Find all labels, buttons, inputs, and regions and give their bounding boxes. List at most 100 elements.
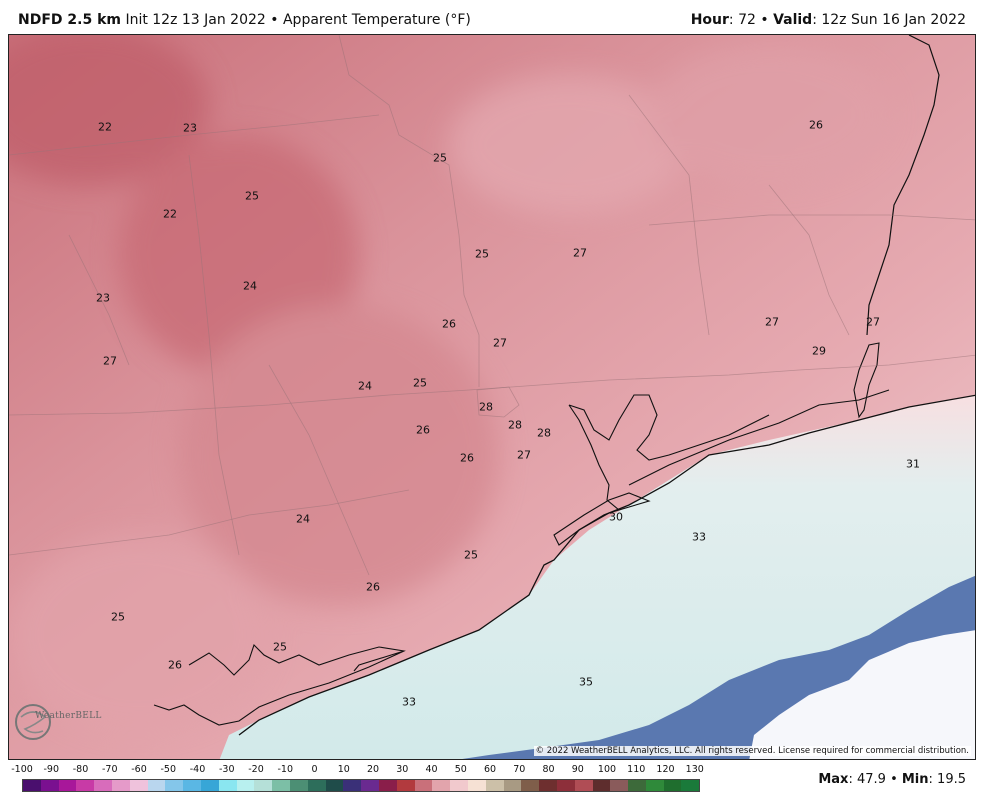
header-title: NDFD 2.5 km Init 12z 13 Jan 2022 • Appar…	[18, 12, 471, 28]
colorbar-tick-label: 20	[366, 764, 380, 775]
colorbar-tick-label: -50	[160, 764, 177, 775]
colorbar-swatch	[539, 780, 557, 791]
colorbar-swatch	[556, 780, 575, 791]
colorbar-ticks: -100 -90 -80 -70 -60 -50 -40 -30 -20 -10 0 10 20 30 40…	[0, 764, 720, 778]
temperature-value: 28	[537, 426, 551, 440]
temperature-value: 27	[765, 315, 779, 329]
temperature-value: 25	[273, 640, 287, 654]
hour-value: : 72	[728, 12, 756, 28]
colorbar-swatch	[76, 780, 95, 791]
temperature-value: 25	[464, 548, 478, 562]
colorbar-tick-label: 50	[454, 764, 467, 775]
cold-patches	[9, 35, 889, 735]
colorbar-swatch	[592, 780, 611, 791]
colorbar-tick-label: -80	[72, 764, 89, 775]
header-separator: •	[270, 12, 279, 28]
model-name: NDFD 2.5 km	[18, 12, 121, 28]
colorbar-tick-label: 70	[513, 764, 526, 775]
logo-text: WeatherBELL	[35, 711, 102, 721]
copyright-notice: © 2022 WeatherBELL Analytics, LLC. All r…	[533, 746, 971, 756]
colorbar-swatch	[467, 780, 486, 791]
valid-label: Valid	[773, 12, 813, 28]
header-separator-right: •	[760, 12, 769, 28]
colorbar-tick-label: 90	[571, 764, 584, 775]
colorbar-swatch	[396, 780, 415, 791]
colorbar-tick-label: -70	[101, 764, 118, 775]
colorbar-swatch	[307, 780, 326, 791]
colorbar-swatch	[147, 780, 166, 791]
colorbar-swatch	[485, 780, 504, 791]
colorbar-tick-label: 120	[656, 764, 675, 775]
colorbar-swatch	[94, 780, 112, 791]
galveston-island	[553, 492, 651, 546]
temperature-value: 26	[809, 118, 823, 132]
colorbar-swatch	[574, 780, 593, 791]
temperature-value: 25	[475, 247, 489, 261]
temperature-value: 26	[442, 317, 456, 331]
colorbar	[22, 779, 700, 792]
max-label: Max	[818, 772, 849, 787]
map-header: NDFD 2.5 km Init 12z 13 Jan 2022 • Appar…	[0, 0, 984, 34]
colorbar-swatch	[414, 780, 433, 791]
colorbar-swatch	[645, 780, 664, 791]
colorbar-tick-label: -20	[248, 764, 264, 775]
sabine-river	[866, 35, 940, 336]
temperature-value: 27	[493, 336, 507, 350]
far-region	[749, 630, 975, 759]
colorbar-swatch	[681, 780, 700, 791]
logo-swirl-icon	[15, 704, 51, 740]
header-valid: Hour: 72 • Valid: 12z Sun 16 Jan 2022	[691, 12, 966, 28]
temperature-value: 29	[812, 344, 826, 358]
colorbar-tick-label: 0	[311, 764, 318, 775]
temperature-value: 24	[243, 279, 257, 293]
colorbar-tick-label: 40	[425, 764, 438, 775]
colorbar-tick-label: 130	[685, 764, 704, 775]
temperature-value: 24	[296, 512, 310, 526]
colorbar-swatch	[218, 780, 237, 791]
map-canvas	[9, 35, 975, 759]
colorbar-swatch	[58, 780, 77, 791]
colorbar-tick-label: 100	[597, 764, 617, 775]
temperature-value: 27	[517, 448, 531, 462]
bolivar-peninsula	[628, 389, 890, 486]
colorbar-swatch	[200, 780, 219, 791]
temperature-value: 25	[111, 610, 125, 624]
max-min-separator: •	[890, 772, 898, 787]
temperature-value: 28	[508, 418, 522, 432]
temperature-value: 26	[416, 423, 430, 437]
temperature-value: 30	[609, 510, 623, 524]
colorbar-tick-label: 60	[483, 764, 497, 775]
hour-label: Hour	[690, 12, 729, 28]
colorbar-tick-label: 10	[337, 764, 350, 775]
colorbar-swatch	[236, 780, 255, 791]
matagorda-bay	[153, 643, 406, 726]
colorbar-tick-label: -10	[277, 764, 294, 775]
temperature-value: 31	[906, 457, 920, 471]
colorbar-swatch	[272, 780, 290, 791]
colorbar-swatch	[183, 780, 201, 791]
colorbar-swatch	[165, 780, 184, 791]
colorbar-swatch	[361, 780, 379, 791]
colorbar-swatch	[378, 780, 397, 791]
temperature-value: 28	[479, 400, 493, 414]
temperature-value: 25	[245, 189, 259, 203]
temperature-value: 23	[183, 121, 197, 135]
colorbar-tick-label: -30	[218, 764, 235, 775]
temperature-value: 35	[579, 675, 593, 689]
max-min-summary: Max: 47.9 • Min: 19.5	[818, 772, 966, 787]
colorbar-swatch	[325, 780, 344, 791]
colorbar-swatch	[521, 780, 540, 791]
temperature-value: 25	[413, 376, 427, 390]
temperature-value: 25	[433, 151, 447, 165]
temperature-map: 22 23 25 26 22 25 25 27 23 24 26 27 27 27 29 27 24 25 28 28…	[8, 34, 976, 760]
colorbar-tick-label: -40	[189, 764, 206, 775]
colorbar-tick-label: 30	[396, 764, 409, 775]
colorbar-tick-label: -100	[11, 764, 33, 775]
weatherbell-logo: WeatherBELL	[13, 699, 103, 745]
min-value: : 19.5	[928, 772, 966, 787]
colorbar-swatch	[23, 780, 41, 791]
temperature-value: 23	[96, 291, 110, 305]
colorbar-tick-label: -60	[131, 764, 147, 775]
colorbar-swatch	[111, 780, 130, 791]
init-time: Init 12z 13 Jan 2022	[125, 12, 266, 28]
